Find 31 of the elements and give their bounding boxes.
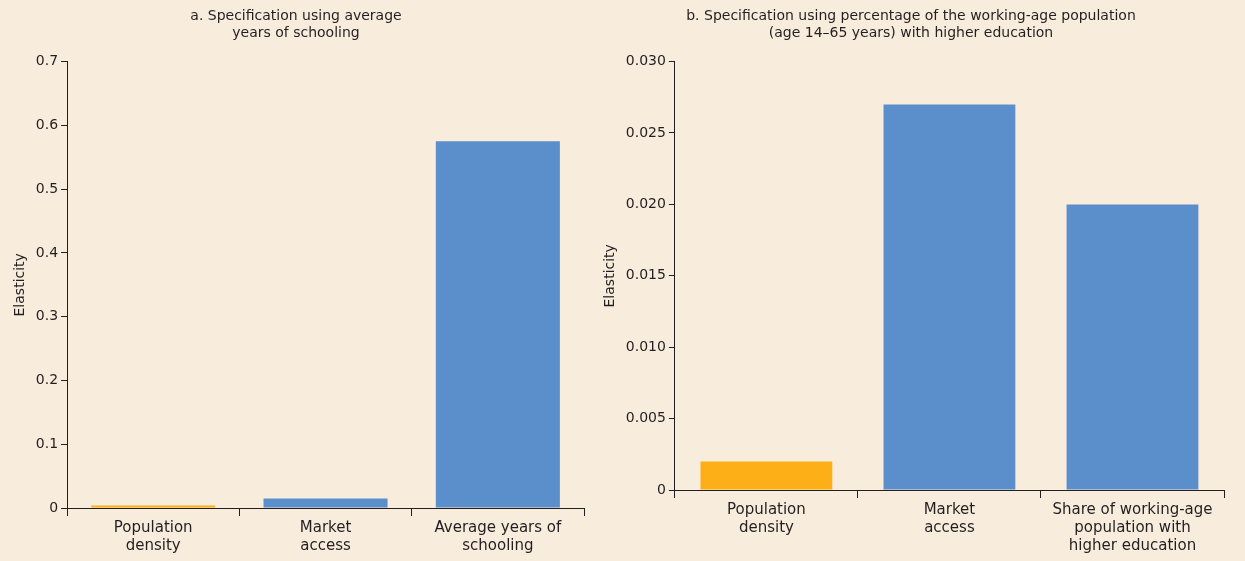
y-tick-label: 0.1 [35, 434, 59, 451]
y-tick-label: 0.020 [625, 195, 666, 212]
bar [883, 104, 1016, 490]
y-tick-label: 0.3 [35, 307, 59, 324]
y-tick-label: 0.005 [625, 409, 666, 426]
y-tick-label: 0.7 [35, 52, 59, 69]
bar [700, 461, 833, 490]
y-tick-label: 0 [49, 498, 59, 515]
x-tick-label: Average years of schooling [434, 517, 562, 554]
x-tick-label: Share of working-age population with higher education [1052, 499, 1213, 554]
chart-title: a. Specification using average years of schooling [190, 7, 402, 40]
bar [263, 498, 388, 508]
y-tick-label: 0.6 [35, 116, 59, 133]
x-tick-label: Population density [726, 499, 806, 536]
bar [1066, 204, 1199, 490]
y-tick-label: 0 [656, 480, 666, 497]
x-tick-label: Population density [113, 517, 193, 554]
bar [91, 505, 216, 508]
y-tick-label: 0.015 [625, 266, 666, 283]
y-tick-label: 0.010 [625, 337, 666, 354]
x-tick-label: Market access [299, 517, 352, 554]
y-axis-title: Elasticity [11, 253, 28, 317]
y-tick-label: 0.025 [625, 123, 666, 140]
x-tick-label: Market access [923, 499, 976, 536]
chart-title: b. Specification using percentage of the working-age population (age 14–65 years) with higher education [686, 7, 1136, 40]
y-tick-label: 0.4 [35, 243, 59, 260]
bar [435, 141, 560, 508]
y-tick-label: 0.5 [35, 179, 59, 196]
y-axis-title: Elasticity [601, 244, 618, 308]
y-tick-label: 0.2 [35, 371, 59, 388]
y-tick-label: 0.030 [625, 52, 666, 69]
